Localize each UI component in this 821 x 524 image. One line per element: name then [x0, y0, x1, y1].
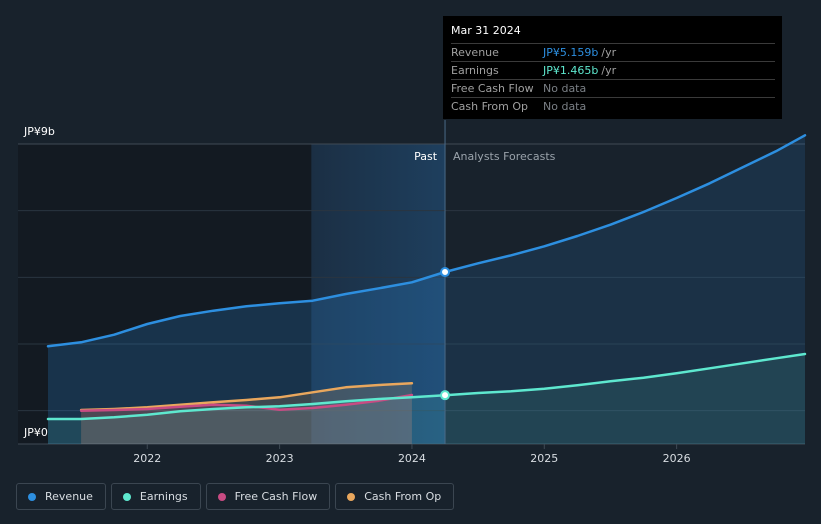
legend-dot-icon [122, 492, 131, 501]
legend-dot-icon [28, 492, 36, 501]
legend-label: Revenue [45, 490, 93, 503]
free-cash-flow-line [79, 393, 414, 412]
tooltip-unit: /yr [601, 46, 617, 59]
legend-label: Earnings [139, 490, 188, 503]
tooltip-date: Mar 31 2024 [451, 24, 521, 37]
tooltip-value: No data [543, 82, 587, 95]
revenue-line-past [46, 270, 447, 348]
tooltip-label: Free Cash Flow [451, 82, 534, 95]
legend-label: Free Cash Flow [234, 490, 318, 503]
past-highlight-band [311, 144, 446, 444]
earnings-line-past [46, 393, 447, 421]
x-tick-label: 2024 [398, 452, 426, 465]
tooltip-row-free-cash-flow: Free Cash Flow No data [451, 79, 775, 97]
tooltip-row-cash-from-op: Cash From Op No data [451, 97, 775, 115]
revenue-line-forecast [443, 134, 807, 274]
legend-dot-icon [217, 492, 226, 501]
x-tick-label: 2023 [266, 452, 294, 465]
x-tick-label: 2022 [133, 452, 161, 465]
past-label: Past [414, 150, 438, 163]
x-tick-label: 2026 [663, 452, 691, 465]
tooltip-value: JP¥5.159b [543, 46, 599, 59]
forecast-label: Analysts Forecasts [453, 150, 556, 163]
legend-item-earnings[interactable]: Earnings [110, 483, 201, 510]
earnings-line-forecast [443, 352, 807, 397]
x-tick-label: 2025 [530, 452, 558, 465]
y-axis-bottom-label: JP¥0 [23, 426, 48, 439]
tooltip-row-revenue: Revenue JP¥5.159b /yr [451, 43, 775, 61]
tooltip-label: Earnings [451, 64, 499, 77]
legend-label: Cash From Op [364, 490, 442, 503]
tooltip-unit: /yr [601, 64, 617, 77]
tooltip-value: No data [543, 100, 587, 113]
tooltip-label: Cash From Op [451, 100, 529, 113]
earnings-area-past [48, 395, 445, 444]
earnings-marker-dot [440, 390, 451, 401]
legend-item-cash-from-op[interactable]: Cash From Op [335, 483, 455, 510]
legend-item-free-cash-flow[interactable]: Free Cash Flow [205, 483, 331, 510]
cash-from-op-line [79, 382, 414, 412]
tooltip-value: JP¥1.465b [543, 64, 599, 77]
legend-item-revenue[interactable]: Revenue [16, 483, 106, 510]
legend-dot-icon [347, 492, 356, 501]
cash-from-op-area [81, 383, 412, 444]
chart-tooltip: Mar 31 2024 Revenue JP¥5.159b /yr Earnin… [443, 16, 782, 119]
chart-legend: Revenue Earnings Free Cash Flow Cash Fro… [16, 483, 455, 510]
earnings-area-forecast [445, 354, 805, 444]
revenue-marker-dot [440, 267, 451, 278]
y-axis-top-label: JP¥9b [23, 125, 55, 138]
tooltip-row-earnings: Earnings JP¥1.465b /yr [451, 61, 775, 79]
tooltip-label: Revenue [451, 46, 499, 59]
